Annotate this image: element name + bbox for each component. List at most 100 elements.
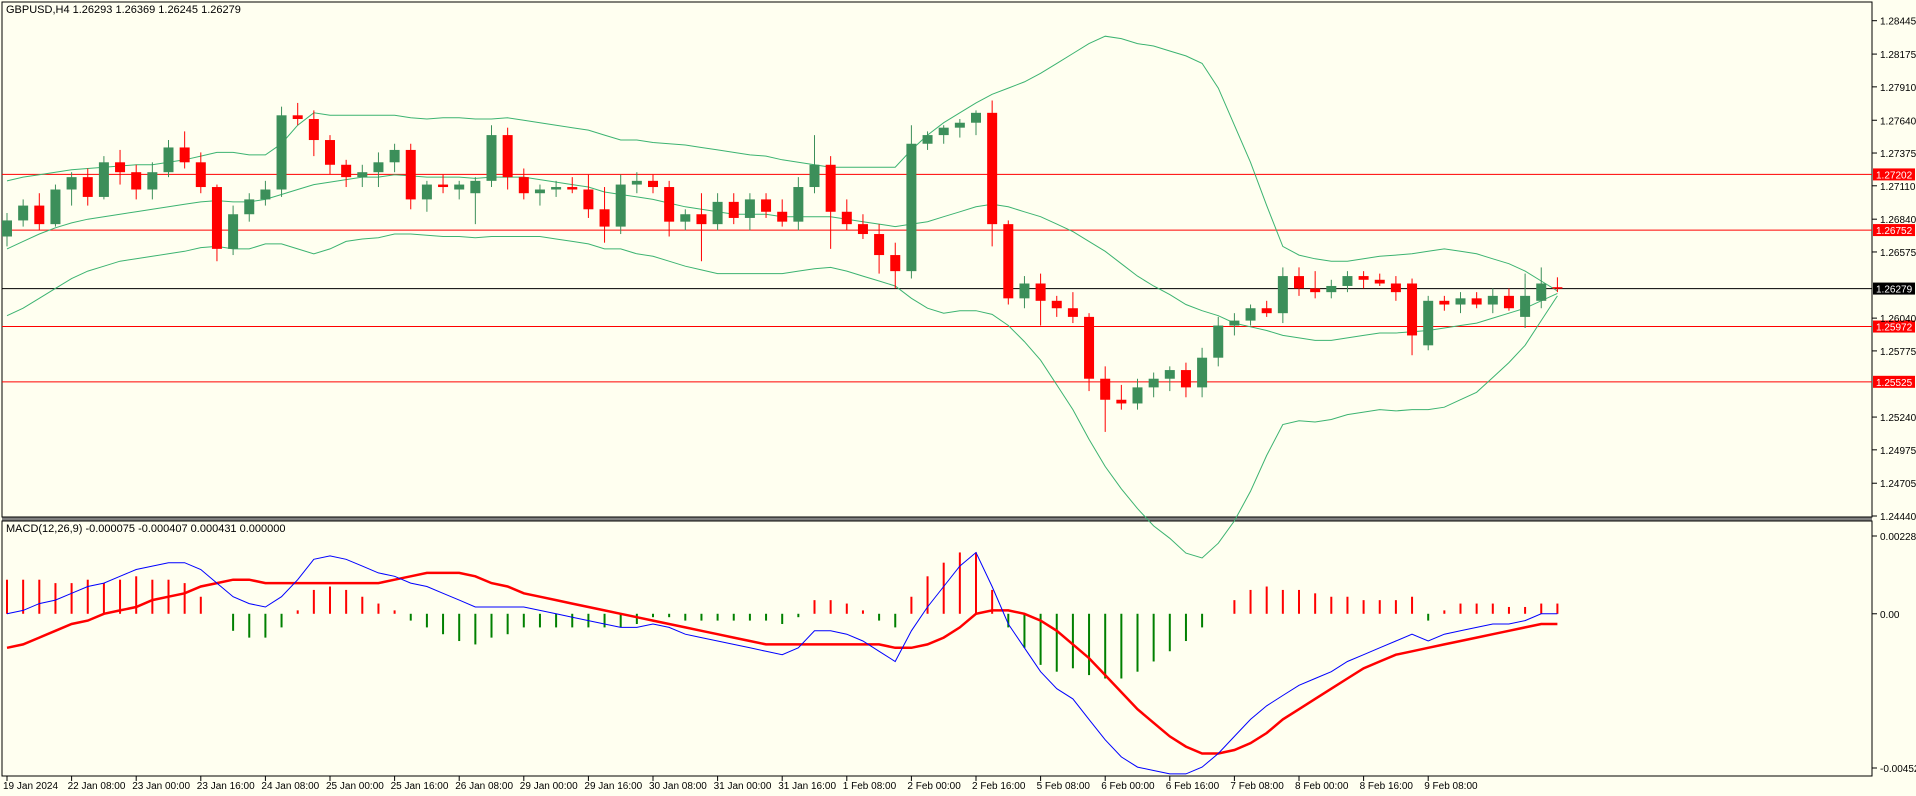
bull-candle[interactable]: [18, 205, 29, 221]
bear-candle[interactable]: [1374, 279, 1385, 284]
bull-candle[interactable]: [1229, 320, 1240, 326]
bull-candle[interactable]: [615, 184, 626, 227]
bear-candle[interactable]: [308, 119, 319, 141]
bear-candle[interactable]: [1471, 298, 1482, 305]
bear-candle[interactable]: [874, 234, 885, 256]
bear-candle[interactable]: [1390, 283, 1401, 293]
bull-candle[interactable]: [1487, 295, 1498, 305]
bull-candle[interactable]: [1213, 325, 1224, 358]
bear-candle[interactable]: [325, 140, 335, 165]
bear-candle[interactable]: [664, 187, 675, 222]
bull-candle[interactable]: [954, 122, 965, 128]
bear-candle[interactable]: [1116, 399, 1127, 404]
bull-candle[interactable]: [1132, 387, 1143, 404]
bear-candle[interactable]: [1439, 300, 1450, 305]
bear-candle[interactable]: [1100, 378, 1111, 400]
bear-candle[interactable]: [599, 209, 610, 227]
bull-candle[interactable]: [98, 162, 109, 197]
bear-candle[interactable]: [131, 172, 142, 190]
bull-candle[interactable]: [1197, 357, 1208, 388]
bull-candle[interactable]: [712, 201, 723, 225]
bull-candle[interactable]: [276, 115, 287, 190]
bull-candle[interactable]: [50, 189, 61, 225]
bear-candle[interactable]: [1003, 224, 1014, 299]
bear-candle[interactable]: [857, 224, 868, 235]
bear-candle[interactable]: [292, 115, 303, 120]
bull-candle[interactable]: [906, 143, 917, 272]
bear-candle[interactable]: [502, 135, 513, 178]
bear-candle[interactable]: [1067, 308, 1078, 317]
bull-candle[interactable]: [1148, 378, 1159, 388]
bull-candle[interactable]: [357, 172, 368, 178]
bear-candle[interactable]: [518, 177, 529, 194]
bear-candle[interactable]: [777, 211, 788, 222]
bear-candle[interactable]: [1310, 288, 1321, 293]
price-tick-label: 1.28445: [1880, 17, 1916, 28]
bear-candle[interactable]: [1294, 276, 1304, 289]
bear-candle[interactable]: [696, 214, 707, 225]
bear-candle[interactable]: [728, 201, 739, 218]
bear-candle[interactable]: [438, 184, 449, 188]
bull-candle[interactable]: [470, 180, 481, 194]
bear-candle[interactable]: [1084, 316, 1095, 379]
bear-candle[interactable]: [890, 255, 901, 272]
bull-candle[interactable]: [1455, 298, 1466, 305]
bull-candle[interactable]: [1342, 276, 1353, 286]
bull-candle[interactable]: [66, 177, 77, 190]
bull-candle[interactable]: [551, 187, 562, 190]
bull-candle[interactable]: [260, 189, 271, 200]
bear-candle[interactable]: [1407, 283, 1418, 336]
bull-candle[interactable]: [631, 180, 642, 185]
bull-candle[interactable]: [147, 172, 158, 190]
price-tick-label: 1.25240: [1880, 413, 1916, 424]
bear-candle[interactable]: [761, 199, 772, 212]
bear-candle[interactable]: [1503, 295, 1514, 309]
bear-candle[interactable]: [115, 162, 126, 173]
bull-candle[interactable]: [971, 112, 981, 123]
bear-candle[interactable]: [34, 205, 45, 225]
bull-candle[interactable]: [1326, 285, 1337, 293]
bull-candle[interactable]: [1245, 308, 1256, 321]
bull-candle[interactable]: [1019, 283, 1030, 299]
bear-candle[interactable]: [841, 211, 852, 225]
bull-candle[interactable]: [938, 127, 949, 136]
bear-candle[interactable]: [583, 189, 594, 210]
bull-candle[interactable]: [421, 184, 432, 200]
bull-candle[interactable]: [744, 199, 755, 218]
bull-candle[interactable]: [163, 147, 174, 173]
bull-candle[interactable]: [1423, 300, 1434, 346]
bear-candle[interactable]: [179, 147, 190, 163]
bear-candle[interactable]: [1358, 276, 1369, 280]
bear-candle[interactable]: [648, 180, 658, 188]
bull-candle[interactable]: [228, 214, 239, 249]
bear-candle[interactable]: [211, 187, 222, 249]
bull-candle[interactable]: [244, 199, 255, 215]
bear-candle[interactable]: [567, 187, 578, 190]
bear-candle[interactable]: [1261, 308, 1272, 314]
bull-candle[interactable]: [1520, 295, 1531, 317]
bear-candle[interactable]: [82, 177, 93, 197]
bull-candle[interactable]: [373, 162, 384, 173]
bull-candle[interactable]: [1277, 276, 1288, 314]
bull-candle[interactable]: [680, 214, 691, 222]
bear-candle[interactable]: [1552, 287, 1563, 289]
bear-candle[interactable]: [405, 149, 416, 200]
bear-candle[interactable]: [825, 164, 836, 212]
bull-candle[interactable]: [922, 135, 933, 144]
bull-candle[interactable]: [534, 189, 545, 194]
bear-candle[interactable]: [987, 112, 998, 225]
bear-candle[interactable]: [1051, 300, 1062, 309]
bull-candle[interactable]: [389, 149, 400, 163]
bear-candle[interactable]: [341, 164, 352, 178]
bear-candle[interactable]: [195, 162, 206, 188]
bull-candle[interactable]: [486, 135, 497, 181]
bull-candle[interactable]: [1164, 370, 1175, 379]
bull-candle[interactable]: [454, 184, 465, 190]
bull-candle[interactable]: [793, 187, 804, 222]
bear-candle[interactable]: [1035, 283, 1046, 301]
bull-candle[interactable]: [1536, 283, 1547, 301]
bear-candle[interactable]: [1180, 370, 1191, 388]
bull-candle[interactable]: [809, 164, 820, 188]
bull-candle[interactable]: [2, 220, 12, 237]
